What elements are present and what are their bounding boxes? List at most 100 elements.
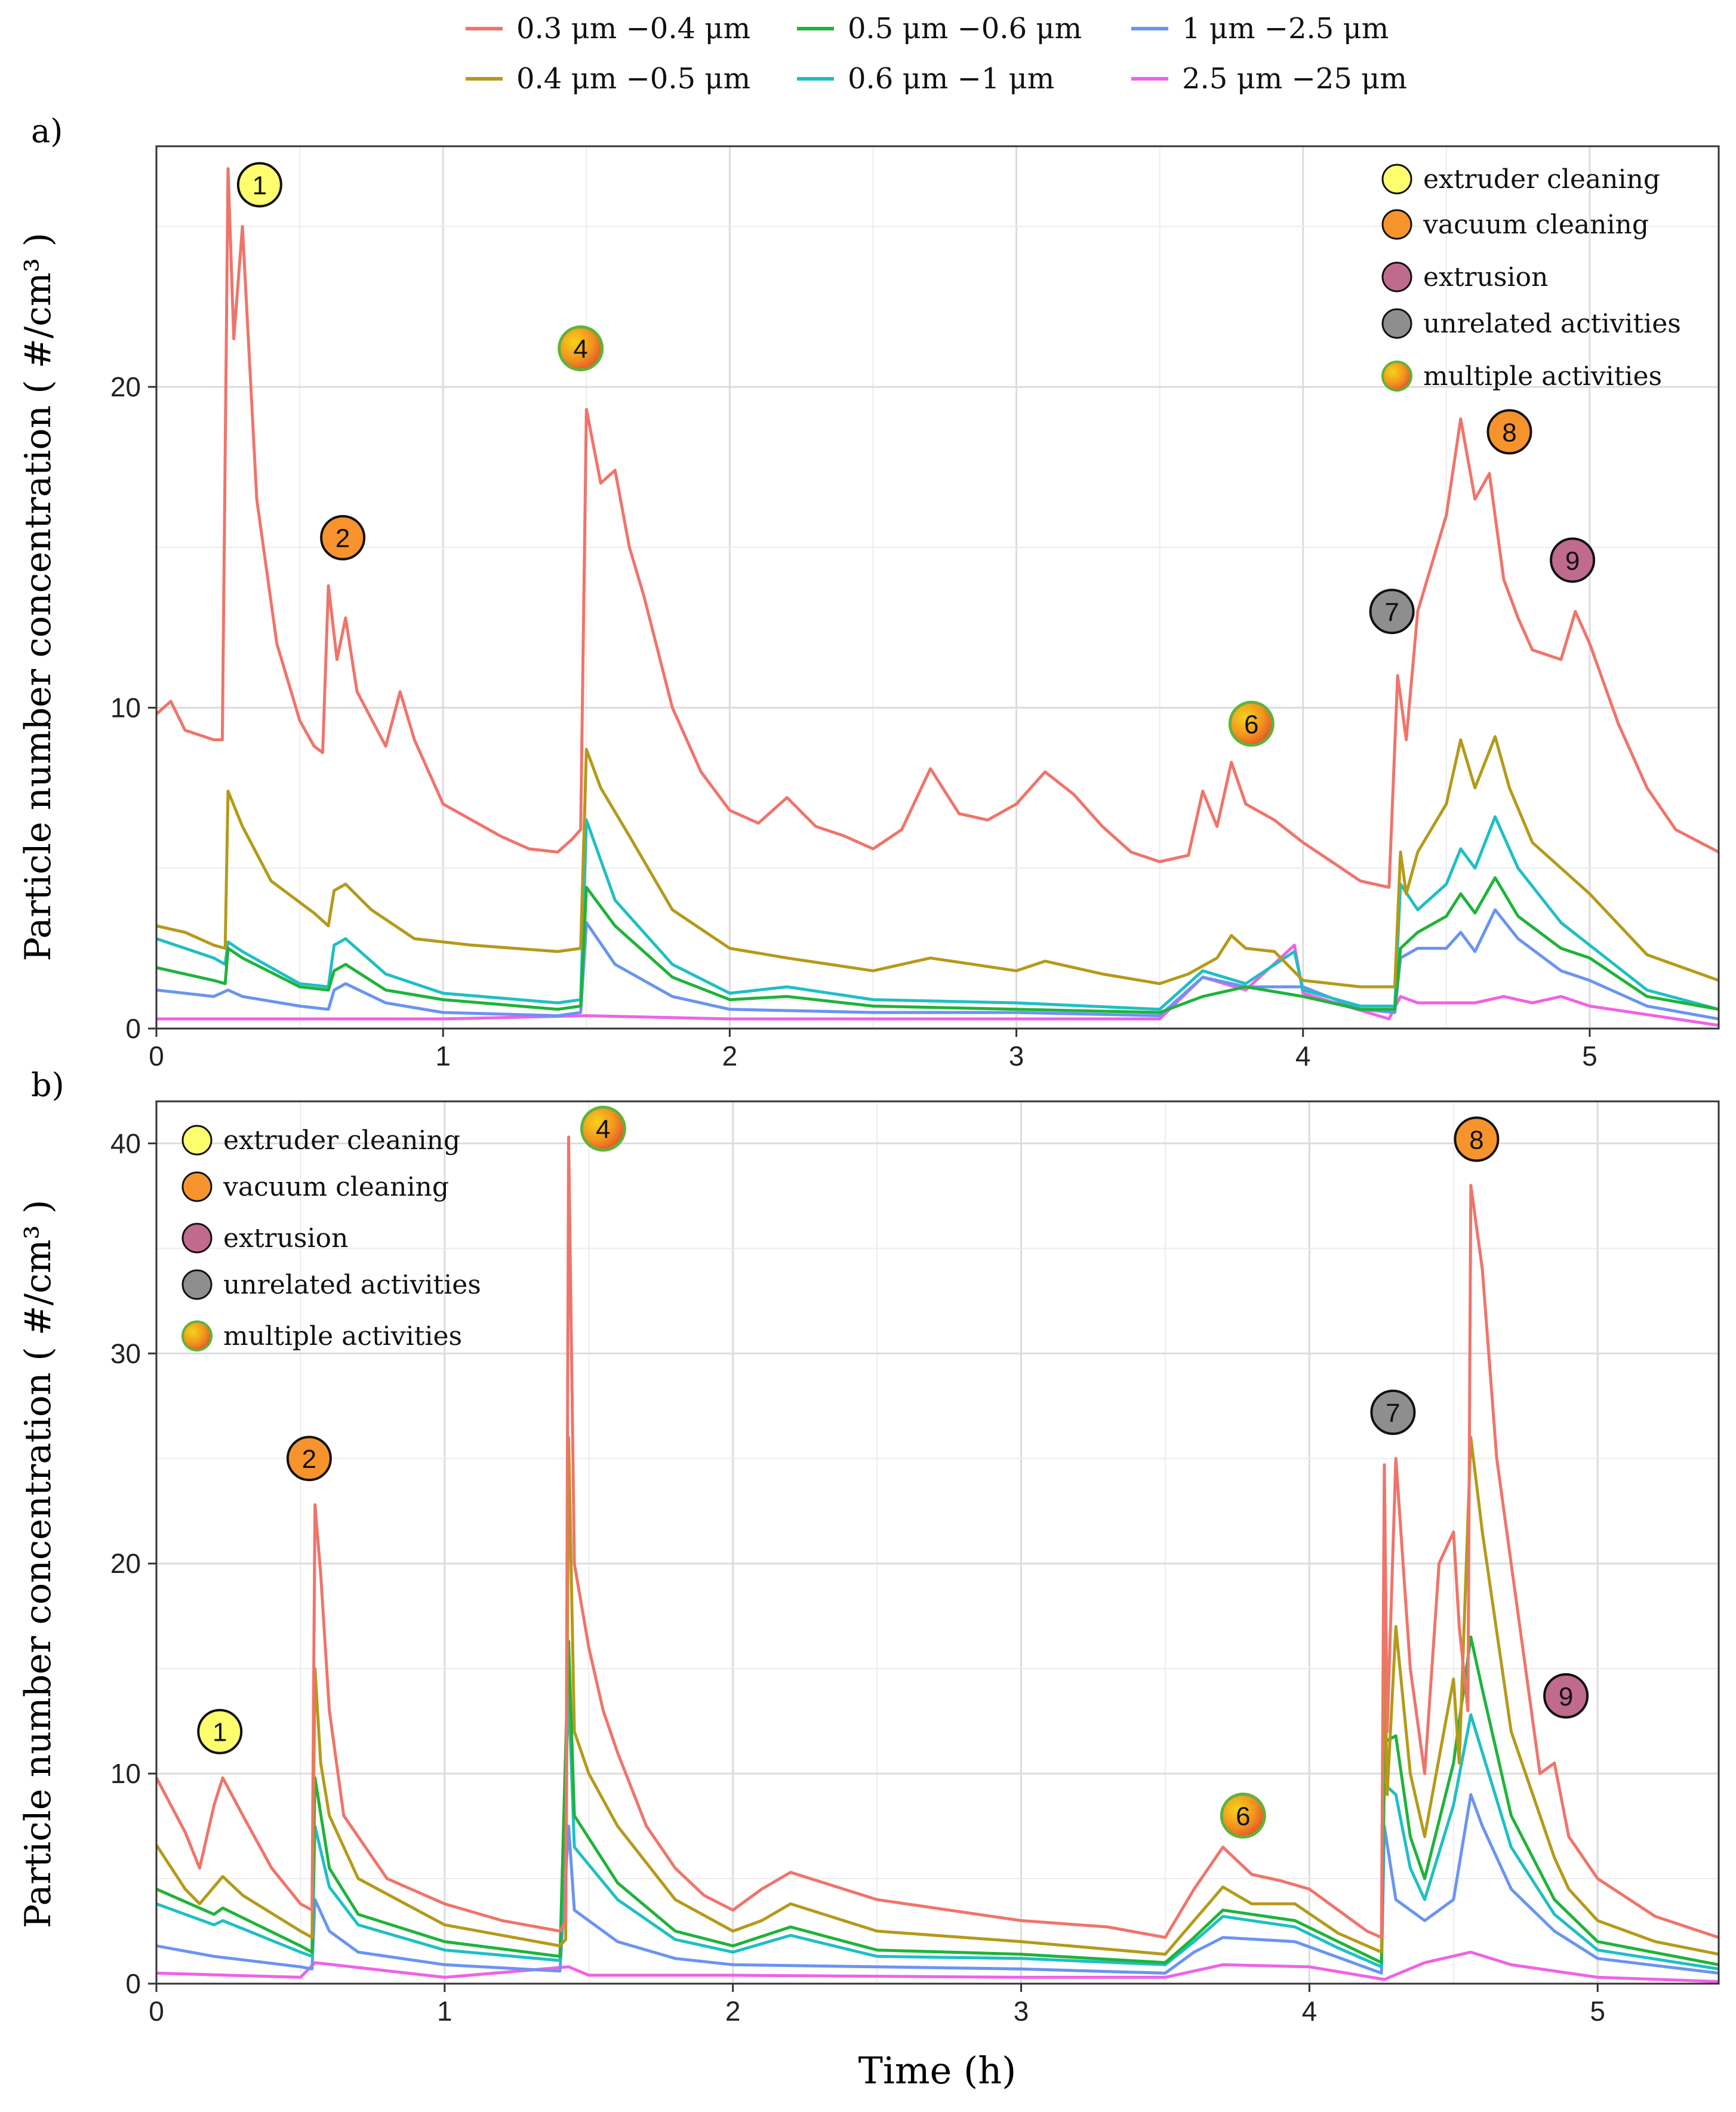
series-legend: 0.3 μm −0.4 μm 0.4 μm −0.5 μm 0.5 μm −0.6 … — [466, 12, 1407, 96]
activity-marker-a-2: 2 — [320, 515, 366, 561]
activity-marker-b-6: 6 — [1220, 1792, 1266, 1839]
activity-marker-b-1: 1 — [197, 1708, 243, 1754]
marker-number: 2 — [302, 1445, 316, 1474]
activity-legend-item-b-vacuum: vacuum cleaning — [181, 1171, 449, 1202]
y-tick-label-b: 0 — [125, 1968, 141, 1999]
activity-marker-a-1: 1 — [236, 162, 282, 208]
series-line-b-1 — [155, 1135, 1719, 1939]
marker-number: 1 — [213, 1718, 227, 1747]
marker-number: 8 — [1469, 1125, 1483, 1154]
marker-number: 8 — [1502, 418, 1516, 447]
activity-legend-label: extrusion — [223, 1223, 348, 1254]
series-line-b-2 — [155, 1436, 1719, 1956]
legend-label-1: 0.3 μm −0.4 μm — [516, 12, 750, 45]
activity-legend-item-a-extruder: extruder cleaning — [1381, 164, 1660, 195]
legend-label-6: 2.5 μm −25 μm — [1182, 62, 1407, 96]
activity-legend-swatch — [181, 1223, 213, 1254]
activity-legend-label: extruder cleaning — [1423, 164, 1660, 195]
legend-label-3: 0.5 μm −0.6 μm — [848, 12, 1082, 45]
y-tick-label-a: 20 — [110, 371, 141, 402]
activity-legend-label: vacuum cleaning — [1423, 210, 1649, 240]
series-line-a-2 — [156, 735, 1719, 989]
series-lines-a — [155, 167, 1720, 1027]
x-tick-label-a: 2 — [722, 1040, 738, 1072]
marker-circle — [1543, 1673, 1589, 1719]
activity-legend-swatch — [1381, 308, 1412, 339]
plot-area-a — [156, 146, 1719, 1029]
marker-circle — [580, 1106, 626, 1152]
marker-circle — [1370, 1389, 1416, 1435]
marker-number: 7 — [1384, 598, 1399, 627]
plot-frame-a — [155, 145, 1720, 1030]
activity-marker-b-9: 9 — [1543, 1673, 1589, 1719]
marker-number: 6 — [1236, 1802, 1250, 1831]
activity-legend-swatch — [181, 1171, 213, 1202]
marker-number: 4 — [596, 1115, 610, 1144]
marker-circle — [197, 1708, 243, 1754]
x-axis-label: Time (h) — [858, 2049, 1017, 2092]
activity-legend-label: extrusion — [1423, 262, 1548, 293]
activity-markers-b: 1 2 4 6 7 8 9 — [197, 1106, 1589, 1839]
activity-marker-b-7: 7 — [1370, 1389, 1416, 1435]
activity-marker-b-8: 8 — [1454, 1116, 1500, 1162]
x-tick-label-a: 4 — [1295, 1040, 1311, 1072]
axis-ticks-b: 0 1 2 3 4 5 0 10 20 30 40 — [110, 1128, 1605, 2027]
y-tick-label-b: 20 — [110, 1548, 141, 1579]
y-tick-label-b: 30 — [110, 1338, 141, 1369]
marker-circle — [1220, 1792, 1266, 1839]
x-tick-label-a: 5 — [1582, 1040, 1598, 1072]
x-tick-label-a: 0 — [149, 1040, 164, 1072]
x-tick-label-b: 5 — [1590, 1996, 1605, 2027]
x-tick-label-b: 4 — [1302, 1996, 1318, 2027]
activity-legend-swatch — [181, 1320, 213, 1351]
activity-legend-item-a-extrusion: extrusion — [1381, 261, 1548, 293]
x-tick-label-b: 1 — [437, 1996, 453, 2027]
marker-circle — [320, 515, 366, 561]
legend-label-5: 1 μm −2.5 μm — [1182, 12, 1389, 45]
x-tick-label-b: 2 — [725, 1996, 741, 2027]
marker-number: 7 — [1386, 1399, 1400, 1428]
series-line-b-5 — [156, 1793, 1719, 1975]
y-axis-label-b: Particle number concentration ( #/cm³ ) — [17, 1200, 59, 1928]
marker-number: 9 — [1565, 546, 1580, 575]
activity-marker-a-8: 8 — [1486, 409, 1532, 455]
y-tick-label-b: 10 — [110, 1758, 141, 1789]
series-line-a-3 — [156, 876, 1719, 1014]
marker-circle — [1454, 1116, 1500, 1162]
activity-legend-label: unrelated activities — [223, 1270, 481, 1300]
marker-circle — [558, 325, 604, 372]
activity-legend-item-a-multiple: multiple activities — [1381, 361, 1662, 392]
activity-legend-item-a-unrelated: unrelated activities — [1381, 308, 1681, 339]
x-tick-label-a: 1 — [435, 1040, 451, 1072]
series-lines-b — [155, 1135, 1719, 1983]
activity-legend-item-b-extrusion: extrusion — [181, 1223, 348, 1254]
activity-legend-label: vacuum cleaning — [223, 1172, 449, 1202]
series-line-b-4 — [156, 1688, 1719, 1971]
activity-legend-label: extruder cleaning — [223, 1125, 460, 1156]
series-line-a-1 — [155, 167, 1720, 889]
x-tick-label-b: 3 — [1014, 1996, 1029, 2027]
marker-circle — [1228, 700, 1275, 747]
marker-circle — [236, 162, 282, 208]
legend-label-4: 0.6 μm −1 μm — [848, 62, 1054, 96]
activity-marker-a-7: 7 — [1369, 589, 1415, 635]
activity-legend-b: extruder cleaning vacuum cleaning extrusio… — [181, 1125, 481, 1351]
legend-label-2: 0.4 μm −0.5 μm — [516, 62, 750, 96]
marker-number: 9 — [1559, 1682, 1573, 1711]
y-tick-label-a: 10 — [110, 692, 141, 724]
y-axis-label-a: Particle number concentration ( #/cm³ ) — [17, 233, 59, 961]
gridlines-a — [155, 146, 1719, 1030]
y-tick-label-b: 40 — [110, 1128, 141, 1159]
marker-number: 6 — [1244, 710, 1258, 739]
series-line-a-4 — [156, 815, 1719, 1011]
panel-label-a: a) — [31, 112, 63, 150]
series-line-b-6 — [156, 1950, 1719, 1983]
x-tick-label-a: 3 — [1009, 1040, 1024, 1072]
activity-legend-item-a-vacuum: vacuum cleaning — [1381, 209, 1649, 240]
marker-circle — [286, 1436, 332, 1482]
x-tick-label-b: 0 — [149, 1996, 164, 2027]
activity-marker-a-6: 6 — [1228, 700, 1275, 747]
activity-legend-swatch — [181, 1269, 213, 1300]
